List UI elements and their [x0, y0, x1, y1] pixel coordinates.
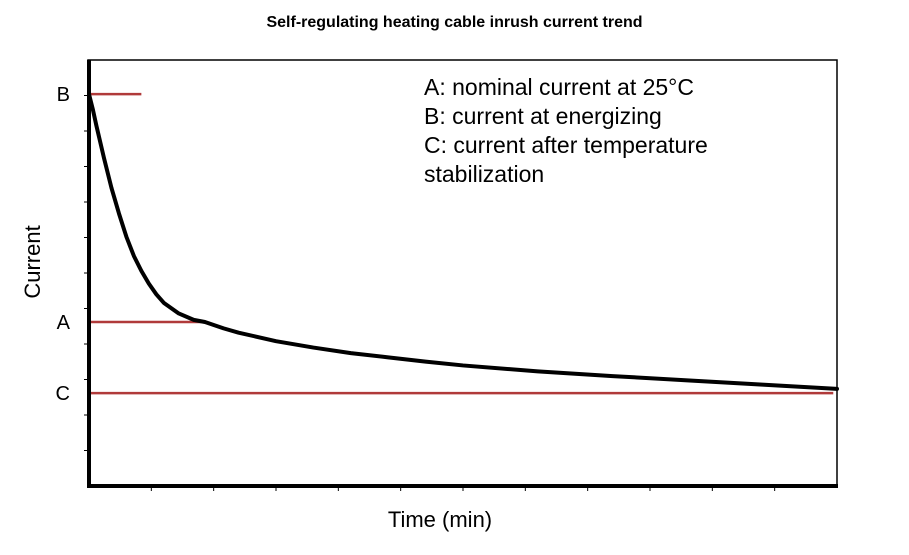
y-tick-label-b: B [57, 84, 70, 106]
legend-line-c-cont: stabilization [424, 161, 544, 187]
y-tick-label-a: A [57, 312, 71, 334]
legend-line-a: A: nominal current at 25°C [424, 74, 694, 100]
legend-block: A: nominal current at 25°C B: current at… [424, 74, 708, 187]
legend-line-c: C: current after temperature [424, 132, 708, 158]
y-axis-label: Current [20, 225, 45, 298]
x-axis-label: Time (min) [388, 507, 492, 532]
chart-title: Self-regulating heating cable inrush cur… [266, 14, 643, 31]
legend-line-b: B: current at energizing [424, 103, 662, 129]
curve-layer [87, 92, 839, 391]
y-tick-labels: B A C [56, 84, 71, 405]
inrush-current-curve [87, 92, 839, 391]
reference-lines [89, 92, 834, 395]
y-tick-label-c: C [56, 383, 70, 405]
